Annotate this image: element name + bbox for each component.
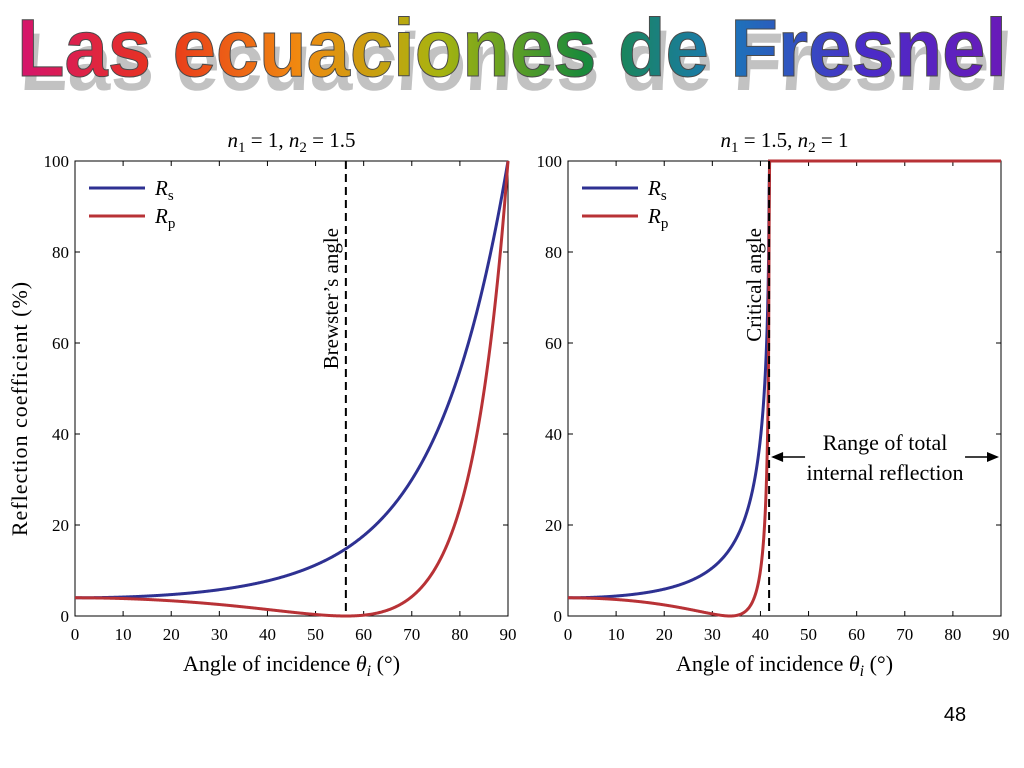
- series-line-rs: [75, 160, 510, 600]
- title-value: = 1.5: [307, 128, 356, 152]
- legend-entry-rs: Rs: [647, 176, 667, 204]
- title-value: = 1,: [246, 128, 289, 152]
- y-tick-label: 0: [61, 607, 70, 626]
- x-tick-label: 20: [656, 625, 673, 644]
- legend-subscript: s: [168, 188, 174, 204]
- legend-symbol: R: [154, 176, 168, 200]
- annotation-label: Critical angle: [742, 228, 766, 342]
- x-tick-label: 70: [896, 625, 913, 644]
- title-symbol: n: [289, 128, 300, 152]
- title-value: = 1.5,: [739, 128, 798, 152]
- title-symbol: n: [228, 128, 239, 152]
- x-tick-label: 90: [993, 625, 1010, 644]
- y-tick-label: 80: [545, 243, 562, 262]
- range-label-line: internal reflection: [807, 460, 964, 485]
- plot-frame: [567, 160, 1002, 617]
- y-tick-label: 0: [554, 607, 563, 626]
- x-tick-label: 10: [608, 625, 625, 644]
- slide-title: Las ecuaciones de Fresnel Las ecuaciones…: [17, 3, 1015, 108]
- x-axis-label: Angle of incidence θi (°): [676, 651, 893, 680]
- y-tick-label: 40: [545, 425, 562, 444]
- x-tick-label: 50: [800, 625, 817, 644]
- slide-title-shadow: Las ecuaciones de Fresnel: [18, 17, 1014, 108]
- y-tick-label: 20: [545, 516, 562, 535]
- legend-subscript: p: [168, 216, 176, 232]
- chart-title: n1 = 1.5, n2 = 1: [721, 128, 849, 156]
- x-tick-label: 40: [259, 625, 276, 644]
- y-tick-label: 80: [52, 243, 69, 262]
- x-tick-label: 90: [500, 625, 517, 644]
- title-subscript: 2: [299, 140, 307, 156]
- x-tick-label: 20: [163, 625, 180, 644]
- title-value: = 1: [816, 128, 849, 152]
- y-tick-label: 60: [52, 334, 69, 353]
- legend-entry-rs: Rs: [154, 176, 174, 204]
- x-tick-label: 30: [704, 625, 721, 644]
- x-label-unit: (°): [864, 651, 893, 676]
- x-tick-label: 30: [211, 625, 228, 644]
- page-number: 48: [943, 704, 967, 726]
- x-tick-label: 0: [71, 625, 80, 644]
- y-tick-label: 100: [537, 152, 563, 171]
- series-line-rs: [568, 159, 1001, 600]
- x-label-symbol: θ: [849, 651, 860, 676]
- legend-symbol: R: [647, 176, 661, 200]
- legend-symbol: R: [154, 204, 168, 228]
- x-tick-label: 60: [355, 625, 372, 644]
- title-subscript: 1: [731, 140, 739, 156]
- title-subscript: 1: [238, 140, 246, 156]
- annotation-label: Brewster’s angle: [319, 228, 343, 369]
- x-label-text: Angle of incidence: [676, 651, 849, 676]
- x-tick-label: 50: [307, 625, 324, 644]
- x-label-subscript: i: [860, 663, 864, 680]
- plot-frame: [74, 160, 509, 617]
- title-symbol: n: [721, 128, 732, 152]
- slide-title-text: Las ecuaciones de Fresnel: [17, 3, 1007, 94]
- y-tick-label: 40: [52, 425, 69, 444]
- range-arrow-left: [771, 452, 784, 462]
- x-tick-label: 60: [848, 625, 865, 644]
- x-label-subscript: i: [367, 663, 371, 680]
- y-axis-label: Reflection coefficient (%): [7, 281, 32, 536]
- x-label-unit: (°): [371, 651, 400, 676]
- legend-entry-rp: Rp: [154, 204, 175, 232]
- legend-subscript: s: [661, 188, 667, 204]
- series-line-rp: [568, 159, 1001, 618]
- x-tick-label: 80: [451, 625, 468, 644]
- x-label-symbol: θ: [356, 651, 367, 676]
- x-axis-label: Angle of incidence θi (°): [183, 651, 400, 680]
- x-tick-label: 0: [564, 625, 573, 644]
- legend-symbol: R: [647, 204, 661, 228]
- x-tick-label: 40: [752, 625, 769, 644]
- y-tick-label: 100: [44, 152, 70, 171]
- x-tick-label: 80: [944, 625, 961, 644]
- legend-subscript: p: [661, 216, 669, 232]
- x-tick-label: 10: [115, 625, 132, 644]
- y-tick-label: 20: [52, 516, 69, 535]
- title-symbol: n: [798, 128, 809, 152]
- x-label-text: Angle of incidence: [183, 651, 356, 676]
- y-tick-label: 60: [545, 334, 562, 353]
- legend-entry-rp: Rp: [647, 204, 668, 232]
- series-line-rp: [75, 160, 510, 618]
- x-tick-label: 70: [403, 625, 420, 644]
- title-subscript: 2: [808, 140, 816, 156]
- range-arrow-right: [987, 452, 999, 462]
- range-label-line: Range of total: [823, 430, 948, 455]
- chart-title: n1 = 1, n2 = 1.5: [228, 128, 356, 156]
- range-label-bg: [805, 428, 966, 488]
